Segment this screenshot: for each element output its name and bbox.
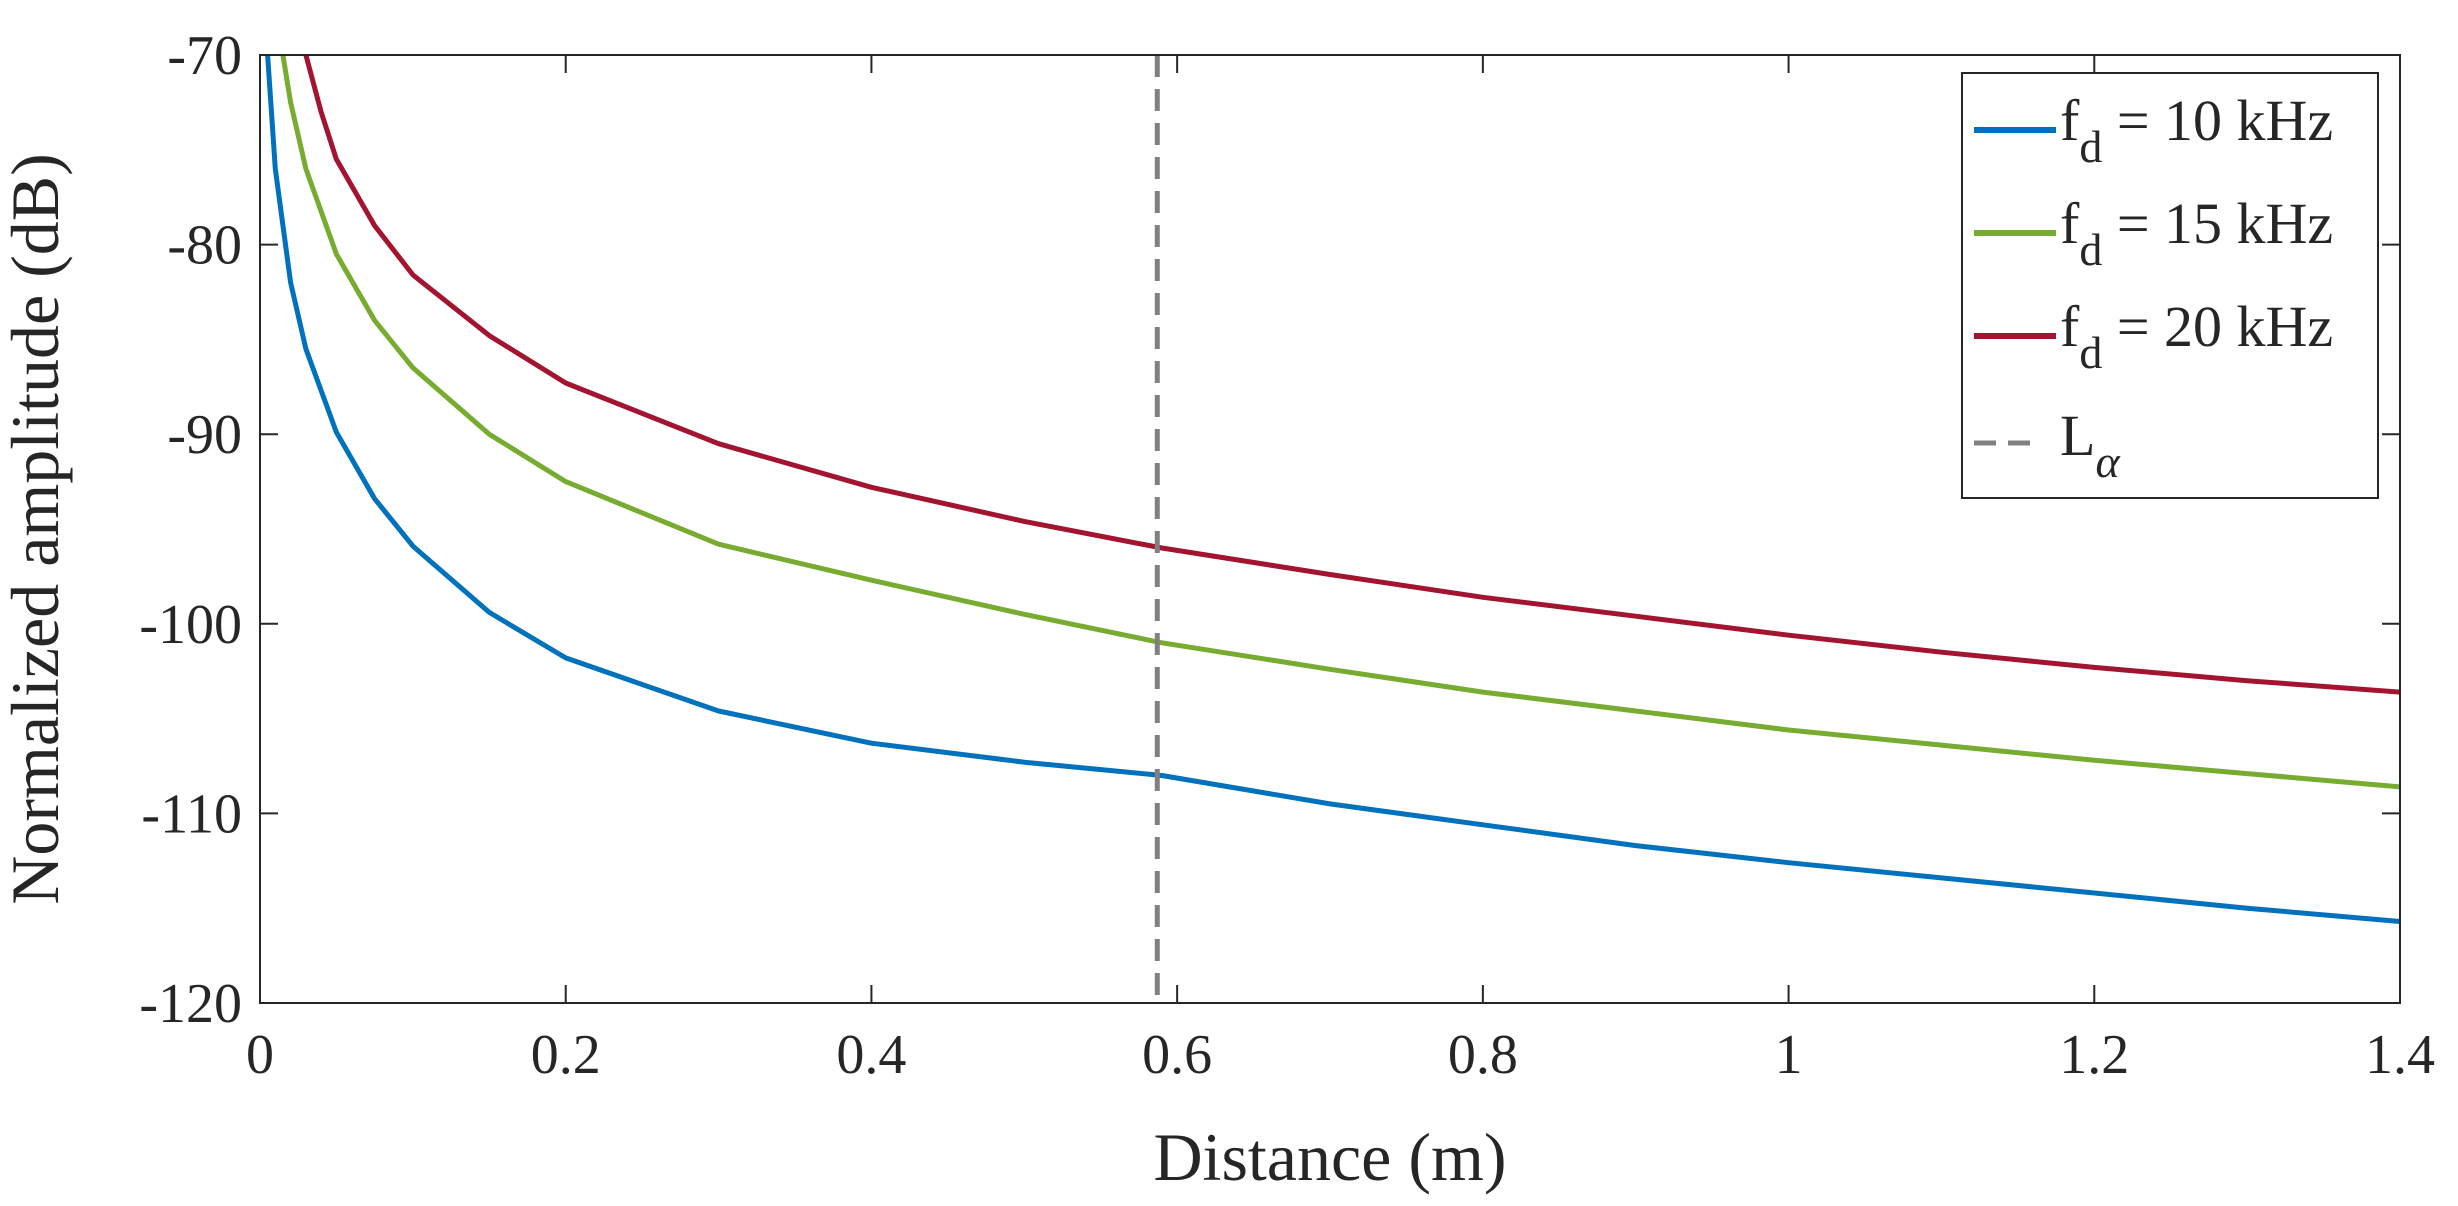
x-tick-label: 1.4	[2365, 1024, 2435, 1086]
legend-label-10khz: fd = 10 kHz	[2060, 88, 2333, 172]
y-tick-label: -70	[167, 25, 242, 87]
x-tick-label: 0.6	[1142, 1024, 1212, 1086]
series-line-0	[265, 55, 2400, 924]
x-axis-label: Distance (m)	[1153, 1119, 1506, 1195]
series-line-2	[303, 55, 2400, 695]
x-tick-label: 0.8	[1448, 1024, 1518, 1086]
y-tick-label: -110	[141, 783, 242, 845]
y-axis-label: Normalized amplitude (dB)	[0, 153, 73, 905]
legend-label-20khz: fd = 20 kHz	[2060, 294, 2333, 378]
x-tick-label: 1.2	[2059, 1024, 2129, 1086]
x-tick-label: 0.2	[531, 1024, 601, 1086]
series-line-1	[280, 55, 2400, 790]
y-tick-label: -120	[139, 973, 242, 1035]
legend-label-l-alpha: Lα	[2060, 403, 2120, 487]
tick-layer: 0 0.2 0.4 0.6 0.8 1 1.2 1.4 -120 -110 -100 -90 -80 -7…	[139, 25, 2435, 1086]
y-tick-label: -100	[139, 594, 242, 656]
x-tick-label: 0.4	[836, 1024, 906, 1086]
legend-box	[1961, 72, 2379, 499]
x-tick-label: 1	[1775, 1024, 1803, 1086]
y-tick-label: -80	[167, 215, 242, 277]
legend-label-15khz: fd = 15 kHz	[2060, 191, 2333, 275]
plot-frame	[259, 54, 2401, 1004]
legend: fd = 10 kHz fd = 15 kHz fd = 20 kHz Lα	[1961, 72, 2379, 499]
y-tick-label: -90	[167, 404, 242, 466]
x-tick-label: 0	[246, 1024, 274, 1086]
series-layer	[265, 55, 2400, 924]
